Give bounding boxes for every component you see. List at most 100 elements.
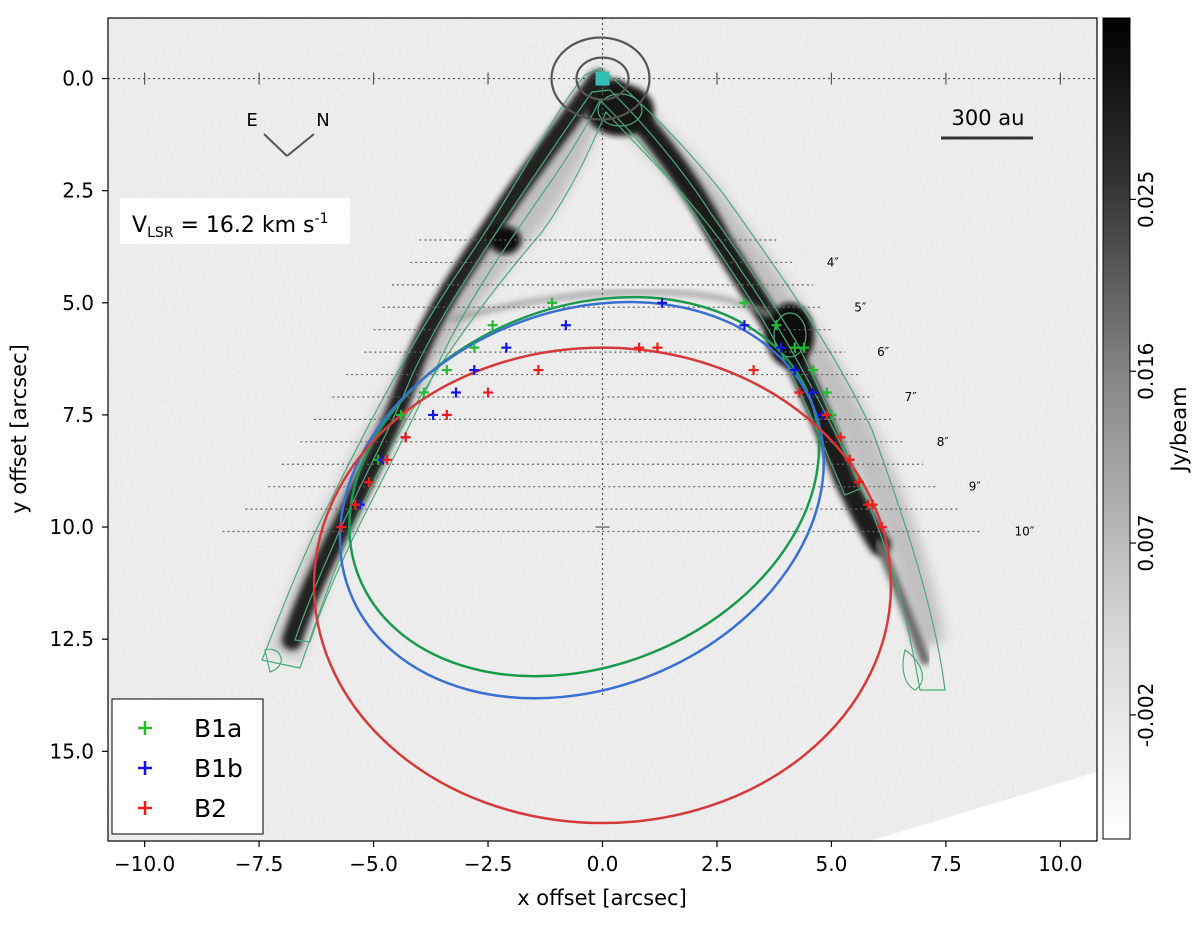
marker-b2 bbox=[853, 477, 864, 488]
marker-b1b bbox=[469, 365, 480, 376]
marker-b2 bbox=[483, 387, 494, 398]
fit-ellipses bbox=[312, 295, 893, 825]
vlsr-annotation: VLSR = 16.2 km s-1 bbox=[120, 198, 350, 244]
legend-label: B2 bbox=[194, 794, 227, 823]
compass-north-arm bbox=[286, 133, 315, 157]
vlsr-box bbox=[120, 198, 350, 244]
marker-b2 bbox=[835, 432, 846, 443]
x-tick-label: −2.5 bbox=[464, 852, 513, 876]
cut-line-label: 7″ bbox=[905, 390, 918, 404]
center-axes bbox=[108, 18, 1097, 698]
marker-b2 bbox=[382, 454, 393, 465]
compass-north-label: N bbox=[316, 110, 329, 131]
legend: B1a B1b B2 bbox=[111, 698, 264, 835]
vlsr-text: VLSR = 16.2 km s-1 bbox=[132, 211, 328, 241]
marker-b2 bbox=[441, 409, 452, 420]
vlsr-value: = 16.2 km s bbox=[173, 213, 314, 238]
y-tick-label: 12.5 bbox=[49, 627, 94, 651]
marker-b1a bbox=[808, 365, 819, 376]
marker-b1a bbox=[441, 365, 452, 376]
colorbar-gradient bbox=[1102, 17, 1131, 840]
beam-ellipse-outer bbox=[550, 36, 651, 121]
y-tick-label: 10.0 bbox=[49, 515, 94, 539]
marker-b2 bbox=[336, 522, 347, 533]
marker-b2 bbox=[821, 409, 832, 420]
contour-inner bbox=[294, 89, 863, 643]
contour-fragment bbox=[264, 648, 282, 673]
colorbar-tick-label: 0.016 bbox=[1134, 343, 1158, 400]
marker-b1b bbox=[450, 387, 461, 398]
marker-b1a bbox=[798, 342, 809, 353]
marker-b1a bbox=[739, 297, 750, 308]
fit-ellipse-b2 bbox=[312, 346, 893, 825]
marker-b1a bbox=[396, 409, 407, 420]
legend-label: B1b bbox=[194, 754, 243, 783]
marker-b1b bbox=[501, 342, 512, 353]
legend-entry-b1b: B1b bbox=[138, 754, 243, 783]
contour-fragment bbox=[902, 649, 923, 691]
x-axis-title: x offset [arcsec] bbox=[517, 886, 687, 910]
colorbar: -0.002 0.007 0.016 0.025 Jy/beam bbox=[1102, 17, 1191, 840]
marker-b1b bbox=[428, 409, 439, 420]
x-tick-label: 0.0 bbox=[587, 852, 619, 876]
vlsr-exp: -1 bbox=[315, 211, 329, 227]
source-marker bbox=[595, 71, 610, 86]
y-tick-label: 2.5 bbox=[62, 179, 94, 203]
compass: E N bbox=[246, 110, 330, 157]
x-axis: −10.0 −7.5 −5.0 −2.5 0.0 2.5 5.0 7.5 10.0 bbox=[114, 841, 1083, 876]
marker-b1b bbox=[789, 365, 800, 376]
contours bbox=[261, 67, 946, 691]
legend-box bbox=[111, 698, 264, 835]
x-tick-label: 2.5 bbox=[701, 852, 733, 876]
x-tick-label: −10.0 bbox=[114, 852, 175, 876]
marker-b2 bbox=[867, 499, 878, 510]
y-tick-label: 7.5 bbox=[62, 403, 94, 427]
marker-b1a bbox=[547, 297, 558, 308]
marker-b1b bbox=[657, 297, 668, 308]
contour-knot bbox=[773, 312, 807, 358]
y-tick-label: 0.0 bbox=[62, 67, 94, 91]
data-markers bbox=[336, 297, 887, 533]
cut-line-label: 4″ bbox=[827, 255, 840, 269]
marker-b2 bbox=[876, 522, 887, 533]
x-tick-label: −7.5 bbox=[235, 852, 284, 876]
y-axis: 0.0 2.5 5.0 7.5 10.0 12.5 15.0 bbox=[49, 67, 108, 763]
marker-b2 bbox=[350, 499, 361, 510]
marker-b1a bbox=[789, 342, 800, 353]
cut-line-label: 10″ bbox=[1015, 525, 1035, 539]
marker-b1b bbox=[808, 387, 819, 398]
scale-bar-label: 300 au bbox=[952, 106, 1025, 130]
x-tick-label: 5.0 bbox=[816, 852, 848, 876]
vlsr-prefix: V bbox=[132, 213, 147, 238]
y-tick-label: 5.0 bbox=[62, 291, 94, 315]
marker-b1a bbox=[487, 320, 498, 331]
legend-entry-b1a: B1a bbox=[138, 714, 242, 743]
legend-entry-b2: B2 bbox=[138, 794, 227, 823]
vlsr-sub: LSR bbox=[147, 225, 174, 241]
marker-b2 bbox=[794, 387, 805, 398]
marker-b1a bbox=[821, 387, 832, 398]
y-tick-label: 15.0 bbox=[49, 739, 94, 763]
colorbar-tick-label: -0.002 bbox=[1134, 683, 1158, 747]
y-axis-title: y offset [arcsec] bbox=[7, 344, 31, 514]
compass-east-label: E bbox=[246, 110, 257, 131]
colorbar-tick-label: 0.007 bbox=[1134, 514, 1158, 571]
cut-line-label: 6″ bbox=[877, 345, 890, 359]
blank-corner bbox=[870, 772, 1097, 841]
marker-b2 bbox=[400, 432, 411, 443]
marker-b2 bbox=[844, 454, 855, 465]
contour-outer bbox=[261, 67, 946, 691]
colorbar-tick-label: 0.025 bbox=[1134, 171, 1158, 228]
beam-ellipse-inner bbox=[575, 56, 630, 101]
cut-line-label: 8″ bbox=[937, 435, 950, 449]
marker-b1b bbox=[739, 320, 750, 331]
marker-b2 bbox=[652, 342, 663, 353]
scale-bar: 300 au bbox=[941, 106, 1033, 140]
marker-b1a bbox=[469, 342, 480, 353]
cut-line-label: 5″ bbox=[854, 300, 867, 314]
marker-b1a bbox=[418, 387, 429, 398]
x-tick-label: −5.0 bbox=[349, 852, 398, 876]
beam-ellipses bbox=[550, 36, 651, 121]
colorbar-ticks: -0.002 0.007 0.016 0.025 bbox=[1130, 171, 1158, 747]
